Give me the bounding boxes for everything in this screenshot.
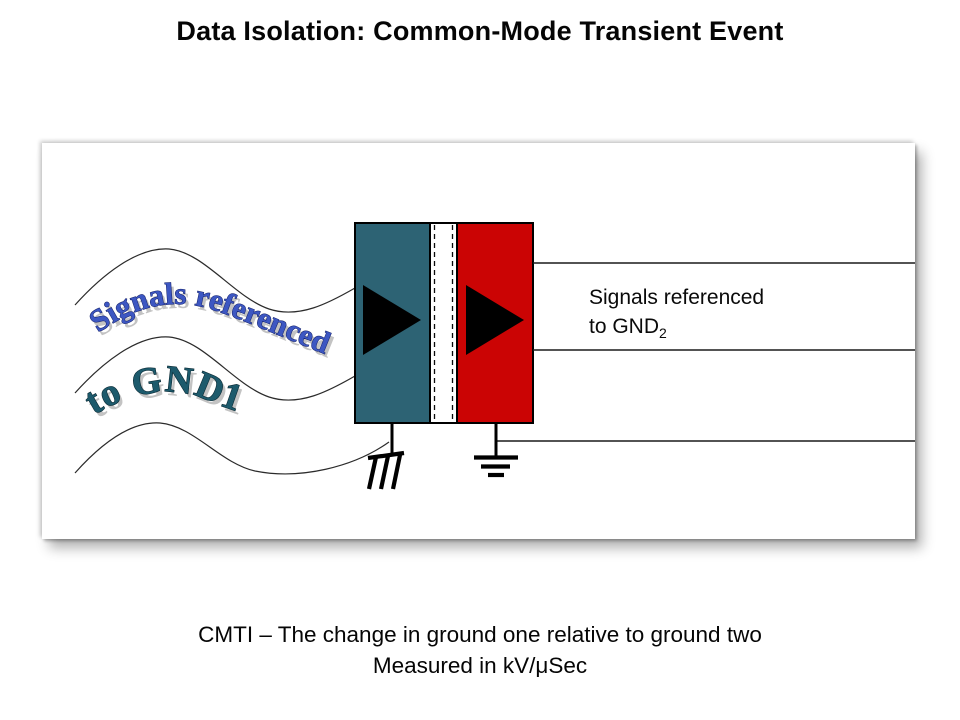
slide-title: Data Isolation: Common-Mode Transient Ev… [176, 16, 784, 46]
isolation-diagram: Signals referenced Signals referenced to… [74, 222, 915, 490]
gnd2-signals-label: Signals referenced to GND2 [589, 283, 764, 348]
caption-line-2: Measured in kV/μSec [372, 653, 588, 678]
gnd2-label-line1: Signals referenced [589, 286, 765, 309]
wordart-line2-text: to GND1 [77, 358, 248, 423]
gnd2-earth-ground-icon [474, 423, 518, 478]
input-waveform-2 [74, 336, 356, 401]
diagram-panel: Signals referenced Signals referenced to… [42, 143, 915, 539]
isolator-component [354, 222, 534, 424]
gnd2-label-line2: to GND [589, 315, 660, 338]
buffer-triangle-gnd1 [363, 285, 421, 355]
gnd1-chassis-ground-icon [366, 423, 405, 490]
buffer-triangle-gnd2 [466, 285, 524, 355]
isolator-outline [354, 222, 534, 424]
input-waveform-3 [74, 422, 390, 475]
gnd2-label-subscript: 2 [659, 325, 667, 342]
input-waveform-1 [74, 248, 356, 313]
caption-line-1: CMTI – The change in ground one relative… [198, 622, 762, 647]
caption: CMTI – The change in ground one relative… [0, 619, 960, 681]
wordart-signals-referenced: Signals referenced Signals referenced [82, 275, 338, 364]
